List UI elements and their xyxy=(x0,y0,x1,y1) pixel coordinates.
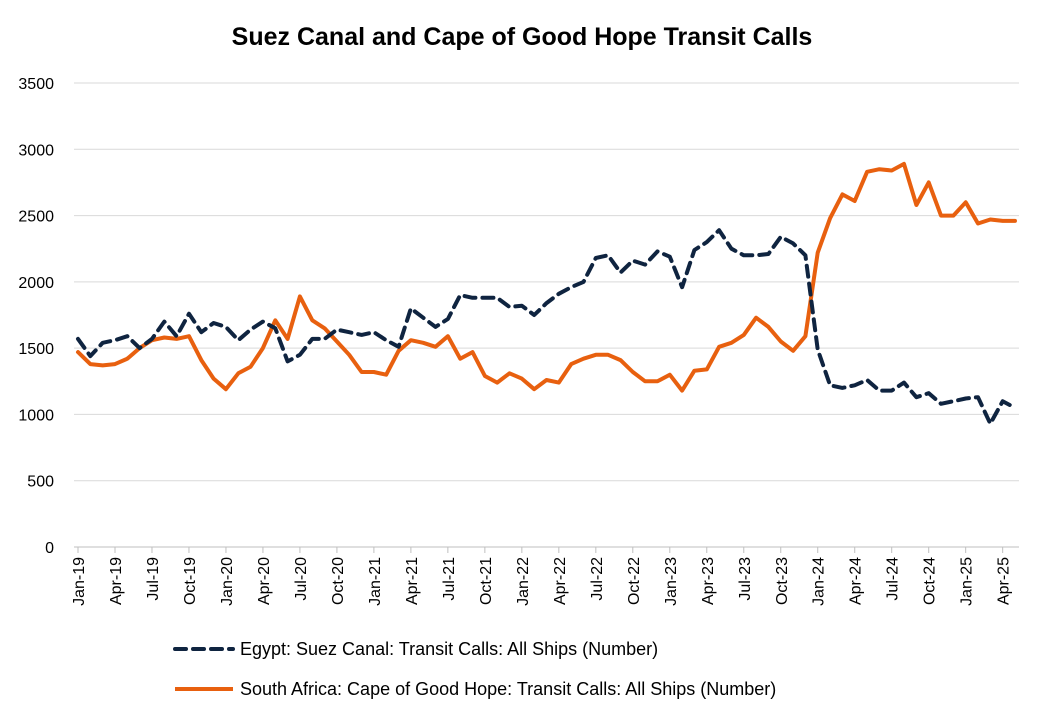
x-tick-label: Jan-19 xyxy=(71,557,88,606)
legend-label-egypt: Egypt: Suez Canal: Transit Calls: All Sh… xyxy=(240,639,658,659)
x-tick-label: Jan-21 xyxy=(367,557,384,606)
x-axis: Jan-19 Apr-19 Jul-19 Oct-19 Jan-20 Apr-20 Jul-… xyxy=(71,546,1019,606)
chart-title: Suez Canal and Cape of Good Hope Transit… xyxy=(232,23,813,51)
y-tick-label: 0 xyxy=(45,540,54,557)
gridlines xyxy=(74,82,1019,482)
legend-item-egypt[interactable]: Egypt: Suez Canal: Transit Calls: All Sh… xyxy=(173,639,658,659)
x-tick-label: Apr-19 xyxy=(108,557,125,605)
legend: Egypt: Suez Canal: Transit Calls: All Sh… xyxy=(173,639,776,699)
x-tick-label: Oct-20 xyxy=(330,557,347,605)
x-tick-label: Jul-23 xyxy=(737,557,754,601)
x-tick-label: Oct-22 xyxy=(626,557,643,605)
x-tick-label: Oct-24 xyxy=(922,557,939,605)
x-tick-label: Jan-23 xyxy=(663,557,680,606)
legend-item-south-africa[interactable]: South Africa: Cape of Good Hope: Transit… xyxy=(175,679,776,699)
legend-label-south-africa: South Africa: Cape of Good Hope: Transit… xyxy=(240,679,776,699)
x-tick-label: Apr-22 xyxy=(552,557,569,605)
x-tick-label: Jan-20 xyxy=(219,557,236,606)
x-tick-label: Jul-20 xyxy=(293,557,310,601)
x-tick-label: Apr-23 xyxy=(700,557,717,605)
x-tick-label: Apr-24 xyxy=(848,557,865,605)
y-tick-label: 2000 xyxy=(18,275,54,292)
x-tick-label: Apr-25 xyxy=(996,557,1013,605)
y-axis: 0 500 1000 1500 2000 2500 3000 3500 xyxy=(18,76,54,557)
y-tick-label: 2500 xyxy=(18,209,54,226)
y-tick-label: 500 xyxy=(27,474,54,491)
series-line-south-africa-cape xyxy=(76,161,1017,393)
x-tick-label: Apr-21 xyxy=(404,557,421,605)
x-tick-label: Jul-19 xyxy=(145,557,162,601)
x-tick-label: Jul-22 xyxy=(589,557,606,601)
x-tick-label: Apr-20 xyxy=(256,557,273,605)
y-tick-label: 1000 xyxy=(18,407,54,424)
x-tick-label: Jan-25 xyxy=(959,557,976,606)
series-line-egypt-suez xyxy=(76,228,1017,426)
x-tick-label: Oct-21 xyxy=(478,557,495,605)
x-tick-label: Oct-23 xyxy=(774,557,791,605)
y-tick-label: 1500 xyxy=(18,341,54,358)
y-tick-label: 3500 xyxy=(18,76,54,93)
x-tick-label: Jul-24 xyxy=(885,557,902,601)
y-tick-label: 3000 xyxy=(18,142,54,159)
x-tick-label: Oct-19 xyxy=(182,557,199,605)
x-tick-label: Jan-24 xyxy=(811,557,828,606)
x-tick-label: Jan-22 xyxy=(515,557,532,606)
x-tick-label: Jul-21 xyxy=(441,557,458,601)
series-lines xyxy=(76,161,1017,426)
